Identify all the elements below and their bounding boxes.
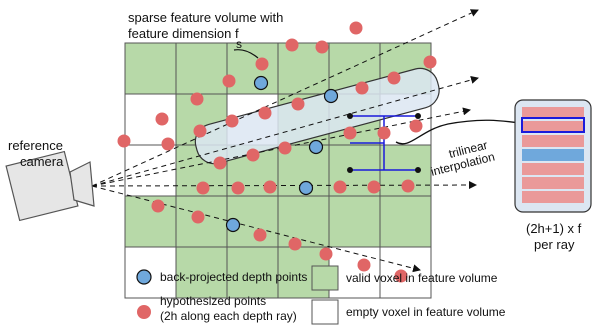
interpolation-cell	[347, 113, 421, 173]
hypothesized-point	[343, 126, 357, 140]
hypothesized-point	[333, 180, 347, 194]
ray-tube	[194, 67, 440, 165]
hypothesized-point	[357, 258, 371, 272]
empty-voxel	[124, 144, 177, 197]
hypothesized-point	[161, 137, 175, 151]
hypothesized-point	[222, 74, 236, 88]
hypothesized-point	[191, 210, 205, 224]
valid-voxel	[175, 42, 228, 95]
hypothesized-point	[367, 180, 381, 194]
hypothesized-point	[196, 181, 210, 195]
back-projected-point	[253, 75, 269, 91]
empty-voxel	[124, 246, 177, 299]
camera-icon	[5, 150, 95, 222]
hypothesized-point	[394, 269, 408, 283]
hypothesized-point	[319, 247, 333, 261]
hypothesized-point	[349, 21, 363, 35]
feature-column	[514, 99, 592, 213]
back-projected-point	[225, 217, 241, 233]
ray-points	[117, 21, 437, 283]
valid-voxel	[226, 246, 279, 299]
s-brace	[233, 49, 259, 59]
hypothesized-point	[401, 179, 415, 193]
hypothesized-point	[117, 134, 131, 148]
depth-ray-2	[91, 76, 479, 187]
legend-empty-swatch	[311, 299, 339, 325]
back-projected-point	[308, 139, 324, 155]
legend-back-projected: back-projected depth points	[160, 270, 307, 284]
legend-empty-voxel: empty voxel in feature volume	[346, 305, 506, 319]
interp-corner-2	[415, 113, 421, 119]
hypothesized-point	[151, 199, 165, 213]
camera-label-2: camera	[20, 154, 64, 169]
title-line-1: sparse feature volume with	[128, 10, 283, 25]
interp-corner-1	[347, 113, 353, 119]
legend-blue-point	[136, 269, 152, 285]
depth-ray-4	[91, 181, 477, 190]
camera-label-1: reference	[8, 138, 63, 153]
feature-row-7	[522, 191, 584, 203]
feature-row-3	[522, 135, 584, 147]
title-line-2: feature dimension f	[128, 26, 239, 41]
back-projected-point	[323, 88, 339, 104]
feature-size-label: (2h+1) x f	[526, 221, 582, 236]
valid-voxel	[379, 195, 432, 248]
hypothesized-point	[255, 57, 269, 71]
feature-per-ray-label: per ray	[534, 237, 575, 252]
hypothesized-point	[355, 81, 369, 95]
interp-corner-4	[415, 167, 421, 173]
hypothesized-point	[291, 97, 305, 111]
hypothesized-point	[258, 106, 272, 120]
depth-ray-5	[91, 185, 421, 273]
hypothesized-point	[225, 114, 239, 128]
interp-corner-3	[347, 167, 353, 173]
feature-row-4	[522, 149, 584, 161]
back-projected-point	[298, 180, 314, 196]
hypothesized-point	[155, 112, 169, 126]
hypothesized-point	[246, 148, 260, 162]
hypothesized-point	[423, 55, 437, 69]
legend-hypo-1: hypothesized points	[160, 294, 266, 308]
hypothesized-point	[288, 237, 302, 251]
depth-ray-1	[91, 9, 479, 187]
interp-arrow	[395, 118, 527, 145]
feature-row-1	[522, 107, 584, 119]
valid-voxel	[124, 195, 177, 248]
valid-voxel	[226, 42, 279, 95]
legend-valid-voxel: valid voxel in feature volume	[346, 271, 498, 285]
hypothesized-point	[377, 126, 391, 140]
valid-voxel	[277, 195, 330, 248]
legend-hypo-2: (2h along each depth ray)	[160, 309, 297, 323]
hypothesized-point	[278, 141, 292, 155]
legend-red-point	[137, 305, 151, 319]
hypothesized-point	[409, 119, 423, 133]
hypothesized-point	[315, 40, 329, 54]
legend-valid-swatch	[311, 265, 339, 291]
hypothesized-point	[213, 156, 227, 170]
feature-row-6	[522, 177, 584, 189]
hypothesized-point	[387, 71, 401, 85]
valid-voxel	[328, 195, 381, 248]
s-label: s	[236, 37, 242, 51]
hypothesized-point	[231, 181, 245, 195]
legend: back-projected depth points hypothesized…	[136, 265, 506, 325]
hypothesized-point	[193, 124, 207, 138]
hypothesized-point	[263, 180, 277, 194]
feature-row-5	[522, 163, 584, 175]
feature-row-highlight	[521, 117, 585, 133]
feature-row-2	[522, 121, 584, 133]
valid-voxel	[124, 42, 177, 95]
hypothesized-point	[285, 38, 299, 52]
hypothesized-point	[190, 92, 204, 106]
hypothesized-point	[253, 228, 267, 242]
